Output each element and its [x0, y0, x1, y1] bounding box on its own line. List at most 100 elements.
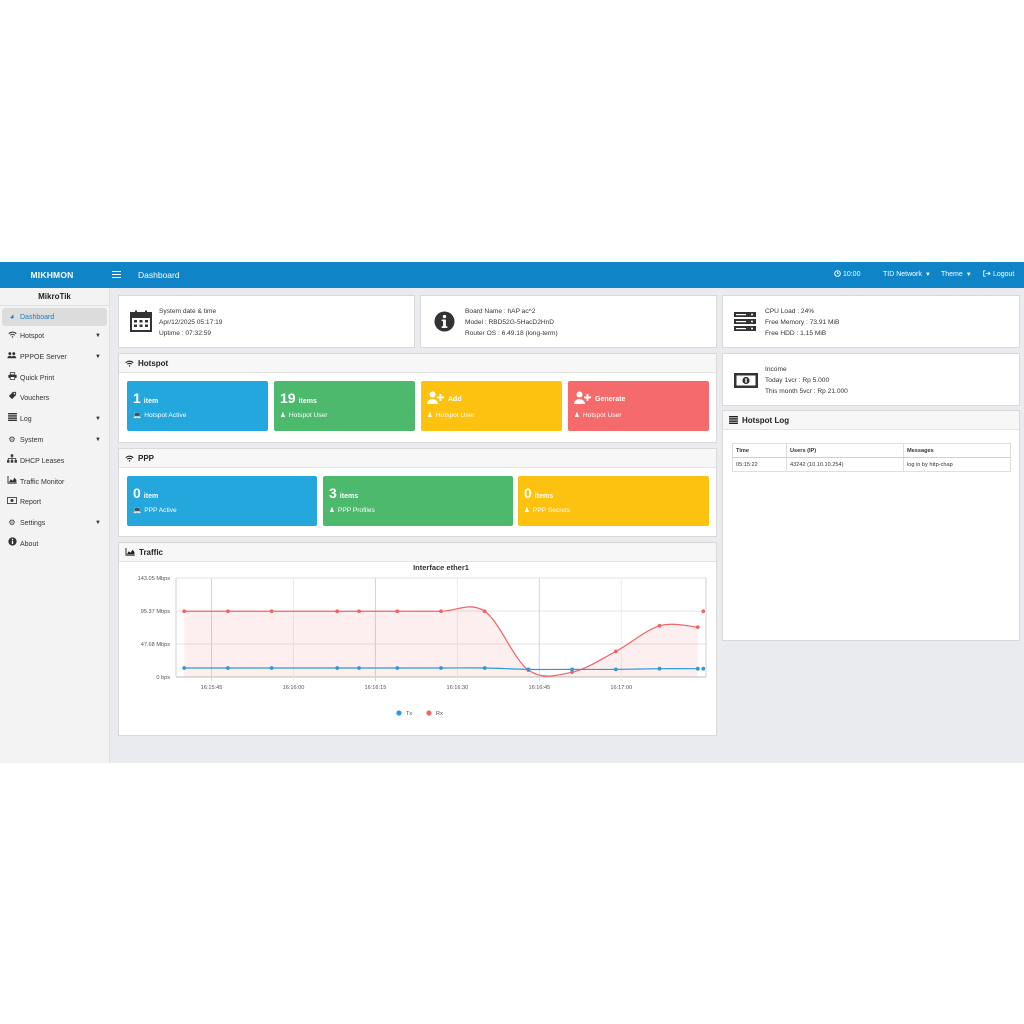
- sidebar-item-label: Vouchers: [20, 395, 50, 403]
- user-plus-icon: ♟: [574, 412, 580, 419]
- tx-data-point: [613, 667, 618, 672]
- traffic-panel-header: Traffic: [119, 543, 716, 562]
- dashboard-icon: ◕: [9, 312, 15, 321]
- tx-data-point: [695, 666, 700, 671]
- sidebar-item-log[interactable]: Log ▼: [0, 409, 109, 430]
- hotspot-user-unit: items: [298, 398, 317, 405]
- wifi-icon: [125, 360, 134, 367]
- sidebar-item-dashboard[interactable]: ◕ Dashboard: [2, 308, 107, 326]
- logout-button[interactable]: Logout: [983, 262, 1014, 288]
- caret-down-icon: ▼: [95, 436, 101, 443]
- sidebar-item-label: Log: [20, 416, 32, 424]
- ppp-active-label: PPP Active: [144, 507, 177, 514]
- traffic-chart: Interface ether1 0 bps 47.68 Mbps 95.37 Mbp…: [138, 563, 707, 717]
- tx-data-point: [482, 666, 487, 670]
- add-hotspot-user-tile[interactable]: Add ♟ Hotspot User: [421, 381, 562, 431]
- generate-hotspot-user-caption: ♟ Hotspot User: [574, 411, 621, 419]
- sidebar-item-label: Report: [20, 499, 42, 507]
- ppp-panel: PPP 0 item 💻 PPP Active 3 items ♟ PPP Profil…: [118, 448, 717, 537]
- users-icon: [6, 347, 18, 368]
- hotspot-log-panel: Hotspot Log Time Users (IP) Messages 05:…: [722, 410, 1020, 641]
- column-header-users: Users (IP): [786, 443, 904, 458]
- system-datetime-text: System date & time Apr/12/2025 05:17:19 …: [159, 306, 222, 339]
- area-chart-icon: [125, 548, 135, 556]
- generate-hotspot-user-tile[interactable]: Generate ♟ Hotspot User: [568, 381, 709, 431]
- tx-data-point: [335, 666, 340, 670]
- ticket-icon: [6, 388, 18, 409]
- sidebar-item-report[interactable]: Report: [0, 492, 109, 513]
- income-panel: Income Today 1vcr : Rp 5.000 This month …: [722, 353, 1020, 406]
- rx-data-point: [482, 609, 487, 614]
- tx-legend-label: Tx: [406, 711, 412, 717]
- area-chart-icon: [6, 472, 18, 493]
- tx-data-point: [526, 667, 531, 672]
- hotspot-log-title: Hotspot Log: [742, 416, 790, 425]
- app-window: MIKHMON Dashboard 10:00 TID Network ▼ The…: [0, 262, 1024, 763]
- caret-down-icon: ▼: [95, 520, 101, 527]
- menu-toggle-icon[interactable]: [112, 271, 121, 278]
- ppp-active-caption: 💻 PPP Active: [133, 506, 177, 514]
- traffic-panel-title: Traffic: [139, 548, 164, 557]
- tx-data-point: [395, 666, 400, 670]
- clock-icon: [834, 270, 841, 277]
- income-today: Today 1vcr : Rp 5.000: [765, 377, 830, 384]
- y-tick-label: 0 bps: [156, 675, 170, 681]
- ppp-secrets-tile[interactable]: 0 items ♟ PPP Secrets: [518, 476, 709, 526]
- brand-logo[interactable]: MIKHMON: [30, 270, 74, 280]
- sidebar-item-settings[interactable]: ⚙ Settings ▼: [0, 513, 109, 534]
- generate-action-label: Generate: [595, 396, 626, 403]
- caret-down-icon: ▼: [95, 416, 101, 423]
- wifi-icon: [6, 326, 18, 347]
- hotspot-user-caption: ♟ Hotspot User: [280, 411, 327, 419]
- sidebar-item-about[interactable]: About: [0, 534, 109, 555]
- sidebar-item-hotspot[interactable]: Hotspot ▼: [0, 326, 109, 347]
- rx-data-point: [613, 649, 618, 654]
- hotspot-user-label: Hotspot User: [288, 412, 328, 419]
- ppp-profiles-count: 3: [329, 485, 337, 501]
- rx-data-point: [269, 609, 274, 614]
- log-message-cell: log in by http-chap: [903, 457, 1011, 472]
- rx-data-point: [701, 609, 706, 614]
- sidebar-item-dhcp-leases[interactable]: DHCP Leases: [0, 451, 109, 472]
- sidebar-item-system[interactable]: ⚙ System ▼: [0, 430, 109, 451]
- sidebar-item-pppoe-server[interactable]: PPPOE Server ▼: [0, 347, 109, 368]
- sidebar-item-label: About: [20, 540, 39, 548]
- income-month: This month 5vcr : Rp 21.000: [765, 388, 848, 395]
- tx-legend-marker: [396, 710, 402, 716]
- hotspot-active-tile[interactable]: 1 item 💻 Hotspot Active: [127, 381, 268, 431]
- sidebar-item-label: PPPOE Server: [20, 353, 67, 361]
- ppp-profiles-tile[interactable]: 3 items ♟ PPP Profiles: [323, 476, 513, 526]
- sidebar-item-label: Quick Print: [20, 374, 55, 382]
- hotspot-panel-header: Hotspot: [119, 354, 716, 373]
- sidebar-item-vouchers[interactable]: Vouchers: [0, 388, 109, 409]
- caret-down-icon: ▼: [95, 333, 101, 339]
- board-name: Board Name : hAP ac^2: [465, 308, 536, 315]
- hotspot-user-tile[interactable]: 19 items ♟ Hotspot User: [274, 381, 415, 431]
- ppp-profiles-caption: ♟ PPP Profiles: [329, 506, 375, 514]
- tx-data-point: [226, 666, 230, 670]
- sidebar: MikroTik ◕ Dashboard Hotspot ▼ PPPOE Serve…: [0, 288, 110, 763]
- resource-text: CPU Load : 24% Free Memory : 73.91 MiB F…: [765, 306, 839, 339]
- sitemap-icon: [6, 451, 18, 472]
- rx-data-point: [182, 609, 187, 614]
- column-header-time: Time: [732, 443, 787, 458]
- tx-data-point: [182, 666, 187, 670]
- rx-data-point: [695, 625, 700, 630]
- network-dropdown[interactable]: TID Network ▼: [883, 262, 931, 288]
- sidebar-item-label: System: [20, 436, 44, 444]
- add-hotspot-user-label: Hotspot User: [435, 412, 475, 419]
- theme-label: Theme: [941, 271, 963, 278]
- users-icon: ♟: [329, 507, 335, 514]
- ppp-profiles-label: PPP Profiles: [337, 507, 375, 514]
- theme-dropdown[interactable]: Theme ▼: [941, 262, 972, 288]
- sidebar-item-traffic-monitor[interactable]: Traffic Monitor: [0, 472, 109, 493]
- ppp-active-tile[interactable]: 0 item 💻 PPP Active: [127, 476, 317, 526]
- column-header-messages: Messages: [903, 443, 1011, 458]
- hotspot-panel-title: Hotspot: [138, 359, 169, 368]
- sidebar-item-quick-print[interactable]: Quick Print: [0, 368, 109, 389]
- router-os-version: Router OS : 6.49.18 (long-term): [465, 330, 558, 337]
- board-model: Model : RBD52G-5HacD2HnD: [465, 319, 555, 326]
- hotspot-user-count: 19: [280, 390, 296, 406]
- rx-legend-label: Rx: [436, 711, 443, 717]
- free-hdd: Free HDD : 1.15 MiB: [765, 330, 827, 337]
